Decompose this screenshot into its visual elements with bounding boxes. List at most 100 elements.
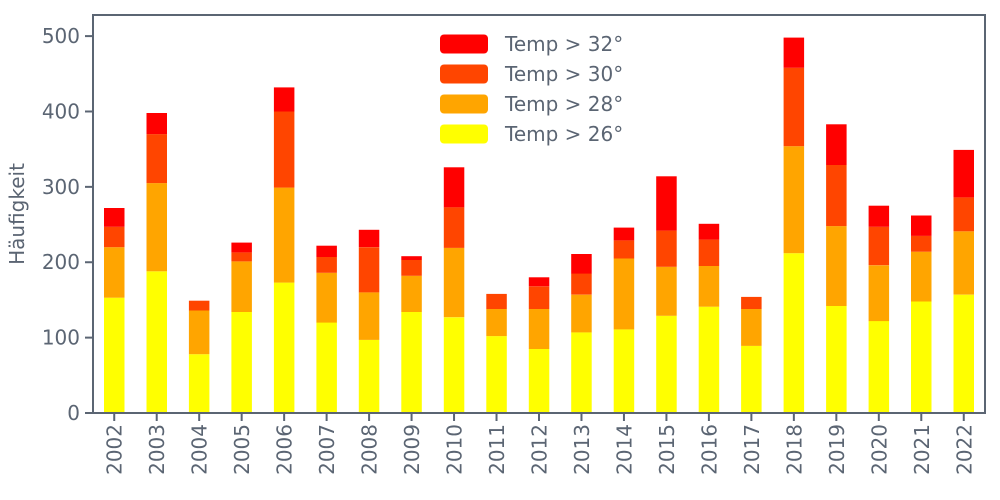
y-tick-label: 100 [42,326,80,350]
bar-segment [656,266,677,316]
bar-segment [443,167,465,208]
bar-segment [698,266,720,307]
bar-segment [146,271,167,413]
bar-segment [826,306,847,413]
bar-segment [783,37,805,68]
bar-segment [231,312,252,413]
bar-segment [188,300,210,311]
legend-label: Temp > 32° [504,32,623,56]
y-axis-title: Häufigkeit [5,163,29,265]
bar-segment [911,215,932,236]
bar-segment [528,348,550,413]
bar-segment [528,277,550,287]
bar-segment [868,265,890,322]
bar-segment [571,332,592,413]
x-tick-label: 2003 [145,424,169,475]
y-tick-label: 500 [42,24,80,48]
bar-segment [316,245,337,257]
bar-segment [146,113,167,135]
bar-segment [358,229,380,248]
bar-segment [443,317,465,413]
bar-segment [826,226,847,306]
x-tick-label: 2021 [910,424,934,475]
bar-segment [273,187,295,283]
bar-segment [231,252,252,262]
bar-segment [656,230,677,267]
bar-segment [571,273,592,295]
bar-segment [401,260,422,276]
legend-label: Temp > 28° [504,92,623,116]
bar-segment [911,235,932,252]
x-tick-label: 2019 [825,424,849,475]
bar-segment [656,315,677,413]
bar-segment [146,134,167,184]
bar-segment [656,176,677,231]
bar-segment [571,254,592,274]
x-tick-label: 2016 [697,424,721,475]
bar-segment [273,111,295,188]
bar-segment [358,339,380,413]
x-tick-label: 2018 [782,424,806,475]
bar-segment [231,261,252,312]
bar-segment [358,247,380,293]
bar-segment [868,205,890,227]
bar-segment [741,309,762,346]
bar-segment [443,207,465,248]
legend-label: Temp > 30° [504,62,623,86]
x-tick-label: 2020 [867,424,891,475]
legend-swatch [440,34,488,54]
bar-segment [104,297,125,413]
bar-segment [911,301,932,413]
bar-segment [486,336,507,413]
bar-segment [613,240,635,259]
bar-segment [104,226,125,248]
legend-swatch [440,94,488,114]
bar-segment [231,242,252,253]
x-tick-label: 2006 [273,424,297,475]
x-tick-label: 2015 [655,424,679,475]
bar-segment [953,294,974,413]
bar-segment [698,223,720,240]
bar-segment [613,329,635,413]
legend-swatch [440,64,488,84]
y-tick-label: 200 [42,250,80,274]
x-tick-label: 2004 [188,424,212,475]
x-tick-label: 2008 [358,424,382,475]
bar-segment [868,321,890,413]
x-tick-label: 2012 [528,424,552,475]
bar-segment [188,310,210,355]
bar-segment [826,165,847,227]
bar-segment [783,146,805,254]
x-tick-label: 2010 [443,424,467,475]
bar-segment [613,258,635,330]
bar-segment [104,208,125,227]
bar-segment [104,247,125,298]
x-tick-label: 2011 [485,424,509,475]
bar-segment [316,322,337,413]
bar-segment [571,294,592,333]
bar-segment [953,231,974,295]
bar-segment [783,67,805,147]
x-tick-label: 2007 [315,424,339,475]
bar-segment [316,272,337,323]
bar-segment [953,149,974,198]
y-tick-label: 0 [67,401,80,425]
y-tick-label: 400 [42,99,80,123]
bar-segment [273,87,295,112]
x-tick-label: 2017 [740,424,764,475]
bar-segment [868,226,890,266]
bar-segment [273,282,295,413]
bar-segment [783,253,805,413]
bar-segment [911,251,932,302]
bar-segment [486,309,507,337]
bar-segment [741,296,762,309]
bar-segment [698,239,720,266]
bar-segment [401,256,422,260]
bar-segment [698,306,720,413]
bar-segment [401,275,422,312]
x-tick-label: 2014 [613,424,637,475]
x-tick-label: 2022 [952,424,976,475]
bar-segment [188,354,210,413]
